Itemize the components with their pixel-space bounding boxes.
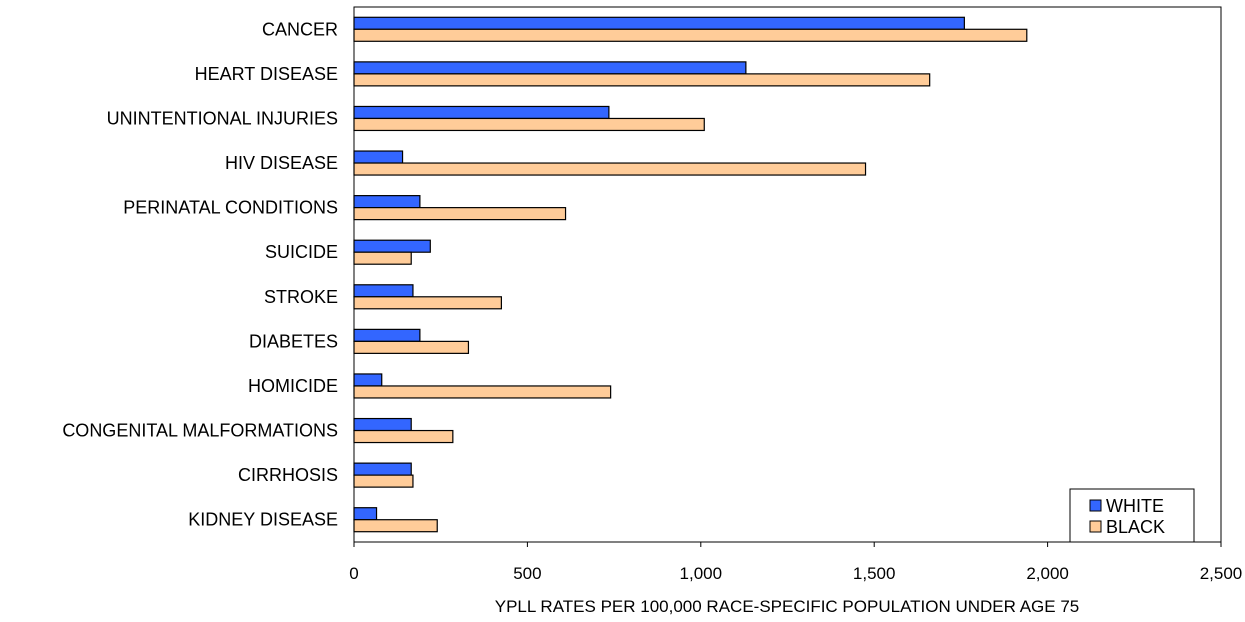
- category-label-cirrhosis: CIRRHOSIS: [238, 465, 338, 485]
- bar-black-congenital-malformations: [353, 429, 454, 444]
- bar-white-congenital-malformations: [353, 417, 412, 432]
- bar-black-hiv-disease: [353, 162, 867, 176]
- bar-white-homicide: [353, 373, 383, 387]
- category-label-homicide: HOMICIDE: [248, 376, 338, 396]
- category-label-hiv-disease: HIV DISEASE: [225, 153, 338, 173]
- bar-white-unintentional-injuries: [353, 105, 610, 120]
- bar-black-stroke: [353, 296, 502, 310]
- legend-box: [1069, 488, 1195, 543]
- x-tick-label-2500: 2,500: [1200, 564, 1243, 583]
- bar-white-stroke: [353, 284, 414, 298]
- category-label-diabetes: DIABETES: [249, 331, 338, 351]
- legend-swatch-black: [1089, 520, 1102, 533]
- bar-white-heart-disease: [353, 61, 747, 75]
- x-axis-title: YPLL RATES PER 100,000 RACE-SPECIFIC POP…: [495, 597, 1080, 616]
- bar-white-diabetes: [353, 328, 421, 342]
- legend-label-black: BLACK: [1106, 517, 1165, 537]
- x-tick-label-1500: 1,500: [853, 564, 896, 583]
- legend: WHITE BLACK: [1069, 488, 1195, 543]
- category-labels: CANCER HEART DISEASE UNINTENTIONAL INJURIE…: [62, 19, 338, 529]
- bar-black-kidney-disease: [353, 519, 438, 533]
- bar-black-homicide: [353, 385, 612, 399]
- category-label-unintentional-injuries: UNINTENTIONAL INJURIES: [107, 108, 338, 128]
- category-label-kidney-disease: KIDNEY DISEASE: [188, 510, 338, 530]
- legend-swatch-white: [1089, 499, 1102, 512]
- x-tick-label-500: 500: [513, 564, 541, 583]
- bar-white-hiv-disease: [353, 150, 404, 164]
- bar-white-suicide: [353, 239, 431, 253]
- bar-white-kidney-disease: [353, 507, 378, 521]
- plot-area-border: [353, 6, 1222, 543]
- bar-black-suicide: [353, 251, 412, 265]
- category-label-stroke: STROKE: [264, 287, 338, 307]
- x-tick-label-2000: 2,000: [1026, 564, 1069, 583]
- category-label-heart-disease: HEART DISEASE: [195, 64, 338, 84]
- x-axis-ticks: 0 500 1,000 1,500 2,000 2,500: [349, 542, 1242, 583]
- bar-black-unintentional-injuries: [353, 117, 705, 132]
- category-label-perinatal-conditions: PERINATAL CONDITIONS: [123, 198, 338, 218]
- legend-label-white: WHITE: [1106, 496, 1164, 516]
- bar-black-diabetes: [353, 340, 470, 354]
- category-label-congenital-malformations: CONGENITAL MALFORMATIONS: [62, 421, 338, 441]
- x-tick-label-1000: 1,000: [680, 564, 723, 583]
- bar-white-cancer: [353, 16, 965, 30]
- bar-white-perinatal-conditions: [353, 195, 421, 209]
- bar-black-cancer: [353, 28, 1028, 42]
- category-label-suicide: SUICIDE: [265, 242, 338, 262]
- bar-black-perinatal-conditions: [353, 207, 567, 221]
- bars-group: [353, 16, 1028, 533]
- x-tick-label-0: 0: [349, 564, 358, 583]
- bar-black-heart-disease: [353, 73, 931, 87]
- bar-white-cirrhosis: [353, 462, 412, 476]
- bar-black-cirrhosis: [353, 474, 414, 488]
- category-label-cancer: CANCER: [262, 19, 338, 39]
